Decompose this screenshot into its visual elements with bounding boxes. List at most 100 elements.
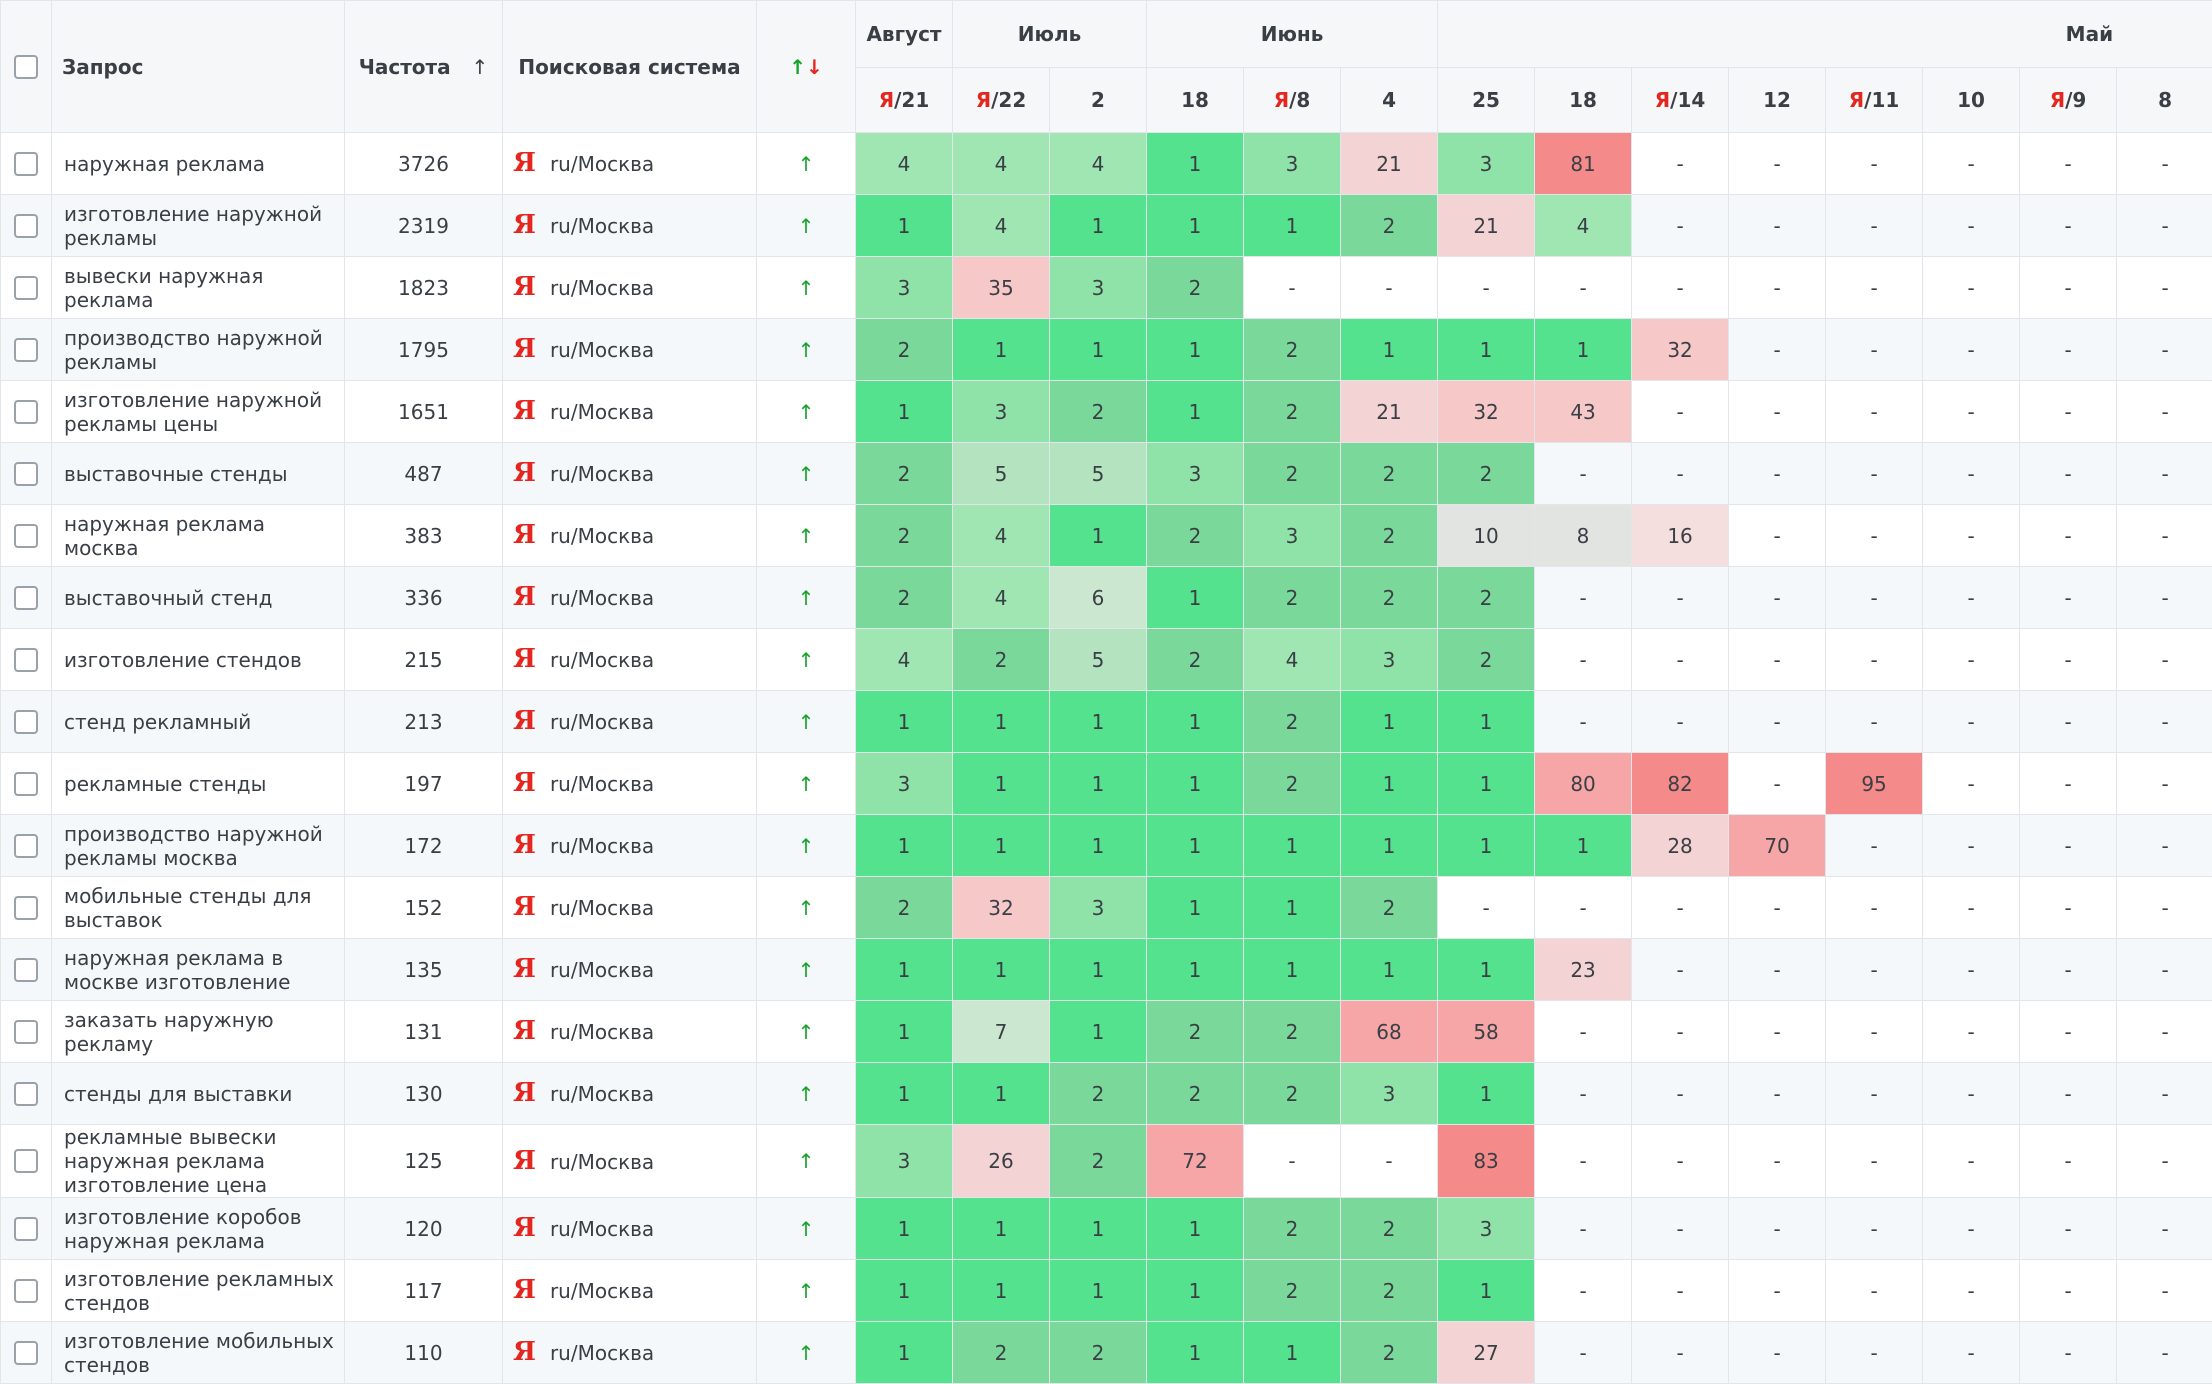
row-checkbox[interactable] bbox=[14, 710, 38, 734]
date-header[interactable]: Я/8 bbox=[1244, 68, 1341, 133]
position: 2 bbox=[1341, 567, 1438, 629]
position: - bbox=[2117, 1001, 2212, 1063]
select-cell bbox=[1, 939, 52, 1001]
row-checkbox[interactable] bbox=[14, 896, 38, 920]
engine-logo: Я bbox=[513, 892, 536, 922]
date-header[interactable]: 10 bbox=[1923, 68, 2020, 133]
row-checkbox[interactable] bbox=[14, 1020, 38, 1044]
position: 27 bbox=[1438, 1322, 1535, 1384]
row-checkbox[interactable] bbox=[14, 958, 38, 982]
frequency: 336 bbox=[345, 567, 503, 629]
position: 1 bbox=[1050, 319, 1147, 381]
position: 1 bbox=[1050, 815, 1147, 877]
position: 4 bbox=[856, 629, 953, 691]
frequency: 487 bbox=[345, 443, 503, 505]
row-checkbox[interactable] bbox=[14, 1082, 38, 1106]
position: 4 bbox=[856, 133, 953, 195]
date-header[interactable]: Я/22 bbox=[953, 68, 1050, 133]
row-checkbox[interactable] bbox=[14, 276, 38, 300]
row-checkbox[interactable] bbox=[14, 524, 38, 548]
position: - bbox=[1826, 1125, 1923, 1198]
trend-header[interactable]: ↑↓ bbox=[757, 1, 856, 133]
position: 1 bbox=[1147, 753, 1244, 815]
position: - bbox=[1729, 753, 1826, 815]
frequency-header[interactable]: Частота ↑ bbox=[345, 1, 503, 133]
position: - bbox=[1729, 505, 1826, 567]
row-checkbox[interactable] bbox=[14, 1279, 38, 1303]
date-header[interactable]: Я/9 bbox=[2020, 68, 2117, 133]
row-checkbox[interactable] bbox=[14, 586, 38, 610]
month-header: Июнь bbox=[1147, 1, 1438, 68]
region: ru/Москва bbox=[550, 586, 654, 610]
position: 1 bbox=[1438, 691, 1535, 753]
date-header[interactable]: 25 bbox=[1438, 68, 1535, 133]
date-header[interactable]: 8 bbox=[2117, 68, 2212, 133]
position: - bbox=[1729, 567, 1826, 629]
position: - bbox=[2020, 939, 2117, 1001]
frequency: 130 bbox=[345, 1063, 503, 1125]
date-header[interactable]: 12 bbox=[1729, 68, 1826, 133]
date-header[interactable]: Я/11 bbox=[1826, 68, 1923, 133]
sort-arrow: ↑ bbox=[472, 55, 489, 79]
query: изготовление коробов наружная реклама bbox=[52, 1198, 345, 1260]
query-header[interactable]: Запрос bbox=[52, 1, 345, 133]
date-header[interactable]: 4 bbox=[1341, 68, 1438, 133]
date-header[interactable]: 18 bbox=[1147, 68, 1244, 133]
date-header[interactable]: Я/21 bbox=[856, 68, 953, 133]
row-checkbox[interactable] bbox=[14, 152, 38, 176]
engine-logo: Я bbox=[513, 644, 536, 674]
position: 81 bbox=[1535, 133, 1632, 195]
row-checkbox[interactable] bbox=[14, 338, 38, 362]
position: 16 bbox=[1632, 505, 1729, 567]
position: 4 bbox=[953, 133, 1050, 195]
date-header[interactable]: Я/14 bbox=[1632, 68, 1729, 133]
position: 1 bbox=[1244, 815, 1341, 877]
position: - bbox=[2117, 753, 2212, 815]
position: - bbox=[1535, 1125, 1632, 1198]
row-checkbox[interactable] bbox=[14, 834, 38, 858]
row-checkbox[interactable] bbox=[14, 1217, 38, 1241]
position: 1 bbox=[1438, 1063, 1535, 1125]
row-checkbox[interactable] bbox=[14, 1341, 38, 1365]
row-checkbox[interactable] bbox=[14, 772, 38, 796]
position: - bbox=[1244, 1125, 1341, 1198]
position: - bbox=[2117, 1322, 2212, 1384]
position: 1 bbox=[1438, 1260, 1535, 1322]
row-checkbox[interactable] bbox=[14, 648, 38, 672]
trend: ↑ bbox=[757, 815, 856, 877]
position: - bbox=[1535, 443, 1632, 505]
position: - bbox=[1729, 257, 1826, 319]
query: стенд рекламный bbox=[52, 691, 345, 753]
row-checkbox[interactable] bbox=[14, 400, 38, 424]
position: 1 bbox=[1341, 939, 1438, 1001]
date-header[interactable]: 2 bbox=[1050, 68, 1147, 133]
row-checkbox[interactable] bbox=[14, 462, 38, 486]
frequency: 117 bbox=[345, 1260, 503, 1322]
frequency: 1795 bbox=[345, 319, 503, 381]
position: 1 bbox=[953, 815, 1050, 877]
frequency: 197 bbox=[345, 753, 503, 815]
position: - bbox=[1826, 1001, 1923, 1063]
engine-logo: Я bbox=[513, 458, 536, 488]
position: - bbox=[2020, 1322, 2117, 1384]
position: - bbox=[1729, 133, 1826, 195]
row-checkbox[interactable] bbox=[14, 1149, 38, 1173]
query-row: рекламные вывески наружная реклама изгот… bbox=[1, 1125, 2212, 1198]
position: 2 bbox=[856, 567, 953, 629]
position: - bbox=[1826, 257, 1923, 319]
position: - bbox=[1535, 1260, 1632, 1322]
date-header[interactable]: 18 bbox=[1535, 68, 1632, 133]
position: - bbox=[1923, 443, 2020, 505]
region: ru/Москва bbox=[550, 896, 654, 920]
select-cell bbox=[1, 257, 52, 319]
select-all-checkbox[interactable] bbox=[14, 55, 38, 79]
position: - bbox=[1729, 1322, 1826, 1384]
row-checkbox[interactable] bbox=[14, 214, 38, 238]
